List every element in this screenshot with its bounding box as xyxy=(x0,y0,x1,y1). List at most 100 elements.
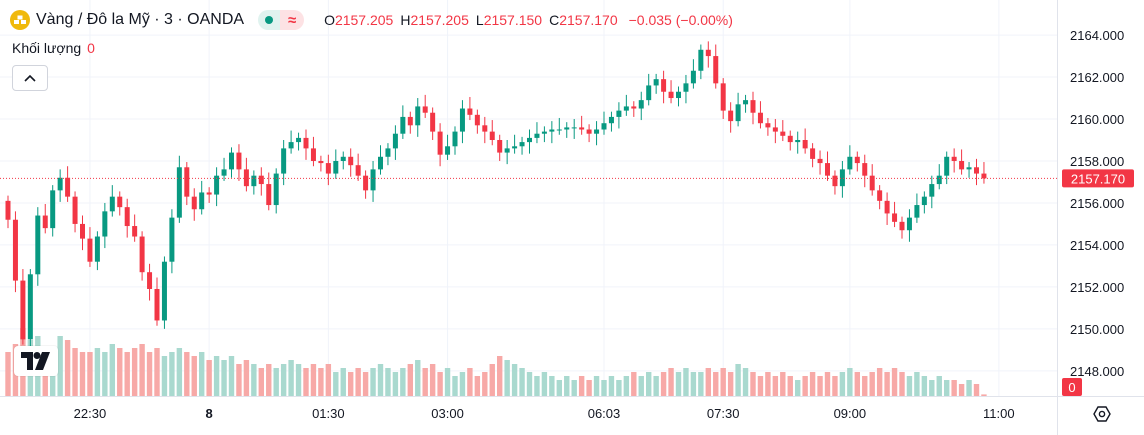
y-tick-label: 2154.000 xyxy=(1070,238,1124,253)
volume-bar xyxy=(280,364,287,396)
candle-body xyxy=(184,167,190,197)
candle-body xyxy=(906,217,912,231)
volume-bar xyxy=(444,368,451,396)
x-tick-label: 11:00 xyxy=(983,406,1015,421)
volume-bar xyxy=(303,368,309,396)
candle-body xyxy=(65,177,71,197)
wave-icon: ≈ xyxy=(280,10,305,30)
candle-body xyxy=(273,173,279,206)
candle-body xyxy=(50,190,56,229)
volume-bar xyxy=(236,364,242,396)
x-tick-label: 09:00 xyxy=(834,406,867,421)
ohlc-low-label: L xyxy=(475,12,484,28)
candle-body xyxy=(42,215,48,229)
candle-body xyxy=(147,272,153,289)
volume-bar xyxy=(213,356,220,396)
volume-bar xyxy=(944,380,950,396)
candle-body xyxy=(370,169,376,191)
ohlc-close-value: 2157.170 xyxy=(559,12,618,28)
volume-bar xyxy=(154,348,160,396)
candle-body xyxy=(385,148,391,157)
candle-body xyxy=(519,142,525,147)
volume-bar xyxy=(109,344,115,396)
volume-bar xyxy=(415,360,421,396)
volume-bar xyxy=(571,380,577,396)
tradingview-logo[interactable] xyxy=(14,346,58,376)
candle-body xyxy=(564,127,570,130)
volume-bar xyxy=(385,368,391,396)
chart-settings-button[interactable] xyxy=(1092,404,1112,424)
candle-body xyxy=(839,169,845,187)
candle-body xyxy=(571,127,577,129)
candle-body xyxy=(102,211,108,237)
candle-body xyxy=(5,200,11,220)
candle-body xyxy=(966,167,972,170)
candle-body xyxy=(541,131,547,134)
volume-bar xyxy=(690,372,697,396)
settings-icon xyxy=(1093,406,1111,422)
volume-bar xyxy=(176,348,183,396)
ohlc-change: −0.035 (−0.00%) xyxy=(628,12,733,28)
volume-bar xyxy=(802,376,808,396)
volume-bar xyxy=(795,380,801,396)
candle-body xyxy=(705,49,711,57)
candle-body xyxy=(869,175,875,191)
tradingview-logo-icon xyxy=(21,352,50,370)
candle-body xyxy=(392,133,398,149)
candle-body xyxy=(318,160,324,164)
volume-bar xyxy=(146,352,153,396)
candle-body xyxy=(504,148,510,153)
x-tick-label: 06:03 xyxy=(588,406,621,421)
candle-body xyxy=(340,156,346,161)
volume-bars xyxy=(5,328,987,396)
candle-body xyxy=(243,169,249,187)
volume-bar xyxy=(951,380,957,396)
candle-body xyxy=(258,175,264,185)
x-tick-label: 07:30 xyxy=(707,406,740,421)
volume-bar xyxy=(467,368,473,396)
volume-bar xyxy=(429,364,436,396)
volume-bar xyxy=(921,376,928,396)
candle-body xyxy=(936,175,942,185)
volume-bar xyxy=(370,368,376,396)
volume-bar xyxy=(258,368,264,396)
candle-body xyxy=(631,106,637,109)
candle-body xyxy=(87,238,93,262)
candle-body xyxy=(854,156,860,164)
x-tick-label: 22:30 xyxy=(74,406,107,421)
volume-bar xyxy=(713,372,719,396)
volume-bar xyxy=(474,376,481,396)
volume-bar xyxy=(646,372,652,396)
candle-body xyxy=(124,207,130,227)
candle-body xyxy=(35,215,41,275)
volume-bar xyxy=(601,380,607,396)
volume-bar xyxy=(437,372,443,396)
volume-bar xyxy=(757,376,764,396)
symbol-title[interactable]: Vàng / Đô la Mỹ · 3 · OANDA xyxy=(36,11,245,28)
candle-body xyxy=(676,91,681,99)
volume-bar xyxy=(79,352,86,396)
candle-body xyxy=(601,123,607,130)
volume-bar xyxy=(884,372,890,396)
candle-body xyxy=(94,236,100,262)
volume-bar xyxy=(899,372,905,396)
volume-bar xyxy=(698,372,704,396)
volume-bar xyxy=(422,368,428,396)
volume-bar xyxy=(623,376,630,396)
candle-body xyxy=(251,175,257,187)
volume-bar xyxy=(243,360,250,396)
market-status-pill[interactable]: ≈ xyxy=(258,10,305,30)
volume-bar xyxy=(94,348,101,396)
collapse-legend-button[interactable] xyxy=(12,65,48,91)
volume-bar xyxy=(549,376,555,396)
candle-body xyxy=(20,280,26,340)
candle-body xyxy=(713,56,719,84)
candle-body xyxy=(765,123,771,128)
volume-label[interactable]: Khối lượng xyxy=(12,40,82,56)
candle-body xyxy=(646,85,652,101)
volume-bar xyxy=(184,352,190,396)
candle-body xyxy=(497,140,503,153)
volume-bar xyxy=(653,376,659,396)
volume-bar xyxy=(5,352,11,396)
